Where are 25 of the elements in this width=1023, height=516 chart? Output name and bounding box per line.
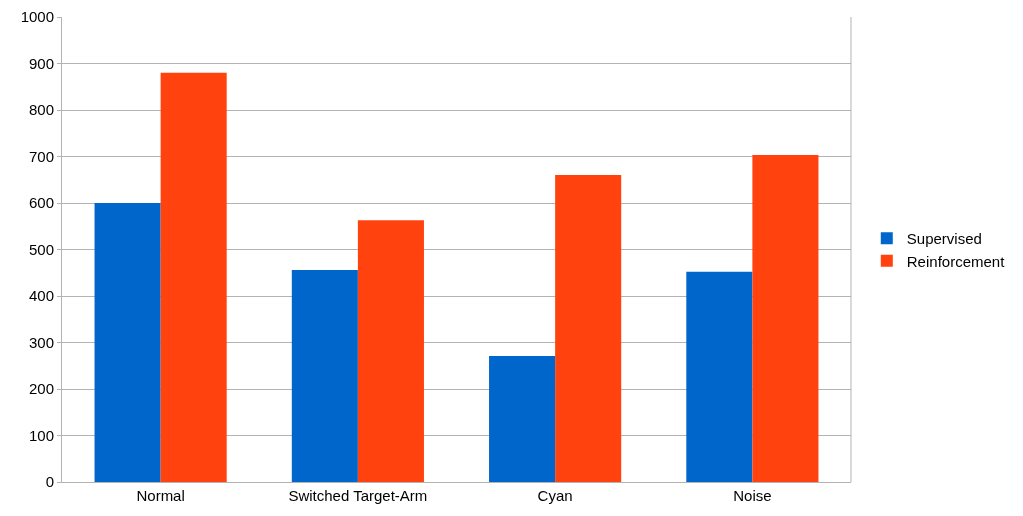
bar	[357, 220, 424, 482]
y-tick-label: 1000	[20, 8, 54, 26]
y-tick-label: 200	[28, 380, 54, 398]
y-tick-label: 600	[28, 194, 54, 212]
x-tick-label: Switched Target-Arm	[288, 487, 428, 504]
legend-label: Supervised	[906, 230, 982, 248]
y-tick-label: 900	[28, 54, 54, 72]
y-tick-label: 100	[28, 426, 54, 444]
x-tick-label: Noise	[733, 487, 772, 504]
legend-label: Reinforcement	[906, 252, 1006, 270]
bar	[555, 175, 622, 482]
y-tick-label: 0	[45, 473, 54, 491]
x-tick-label: Normal	[136, 487, 185, 504]
bar	[752, 155, 819, 482]
y-tick-label: 400	[28, 287, 54, 305]
bar	[160, 72, 227, 482]
x-tick-label: Cyan	[537, 487, 573, 504]
bar	[291, 269, 358, 482]
y-tick-label: 700	[28, 147, 54, 165]
y-tick-label: 800	[28, 101, 54, 119]
y-tick-label: 500	[28, 240, 54, 258]
y-tick-label: 300	[28, 333, 54, 351]
bar	[94, 203, 161, 482]
bar	[686, 271, 753, 482]
bar	[489, 355, 556, 482]
